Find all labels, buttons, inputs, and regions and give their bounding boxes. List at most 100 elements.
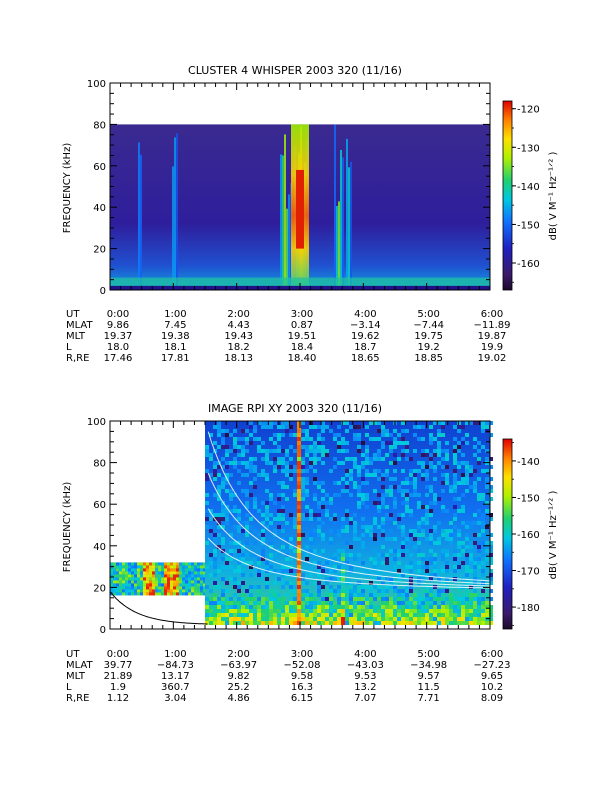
chart2-main-cell <box>329 577 333 581</box>
chart2-main-cell <box>365 481 369 485</box>
chart2-segment-cell <box>182 574 185 578</box>
chart2-main-cell <box>469 469 473 473</box>
chart2-main-cell <box>413 605 417 609</box>
chart2-main-cell <box>225 601 229 605</box>
chart2-main-cell <box>229 541 233 545</box>
chart2-main-cell <box>265 613 269 617</box>
chart2-segment-cell <box>194 565 197 569</box>
chart2-main-cell <box>401 545 405 549</box>
chart2-main-cell <box>361 541 365 545</box>
chart2-main-cell <box>377 457 381 461</box>
chart2-main-cell <box>473 573 477 577</box>
chart2-main-cell <box>341 553 345 557</box>
chart2-segment-cell <box>167 580 170 584</box>
chart2-ephemeris-cell: 7.07 <box>354 693 376 704</box>
chart2-main-cell <box>241 609 245 613</box>
chart2-main-cell <box>469 521 473 525</box>
chart2-main-cell <box>421 601 425 605</box>
chart2-segment-cell <box>116 580 119 584</box>
chart2-ephemeris-cell: −43.03 <box>347 660 384 671</box>
chart2-main-cell <box>429 533 433 537</box>
chart2-main-cell <box>445 569 449 573</box>
chart2-main-cell <box>433 541 437 545</box>
chart2-main-cell <box>369 533 373 537</box>
chart2-main-cell <box>469 597 473 601</box>
chart2-segment-cell <box>200 565 203 569</box>
chart2-main-cell <box>269 437 273 441</box>
chart2-main-cell <box>377 469 381 473</box>
chart2-segment-cell <box>122 571 125 575</box>
chart2-segment-cell <box>110 571 113 575</box>
chart2-main-cell <box>473 569 477 573</box>
chart2-main-cell <box>313 513 317 517</box>
chart2-main-cell <box>321 505 325 509</box>
chart2-main-cell <box>473 421 477 425</box>
chart2-main-cell <box>425 517 429 521</box>
chart2-main-cell <box>465 569 469 573</box>
chart2-main-cell <box>317 553 321 557</box>
chart2-main-cell <box>401 453 405 457</box>
chart2-main-cell <box>289 465 293 469</box>
chart2-segment-cell <box>161 592 164 596</box>
chart2-main-cell <box>473 445 477 449</box>
chart2-segment-cell <box>179 592 182 596</box>
chart2-main-cell <box>237 509 241 513</box>
chart2-segment-cell <box>179 589 182 593</box>
chart2-main-cell <box>397 609 401 613</box>
chart2-main-cell <box>233 601 237 605</box>
chart2-main-cell <box>221 429 225 433</box>
chart2-segment-cell <box>110 580 113 584</box>
chart2-main-cell <box>477 449 481 453</box>
chart2-main-cell <box>361 517 365 521</box>
chart2-main-cell <box>257 573 261 577</box>
chart2-segment-cell <box>131 583 134 587</box>
chart2-main-cell <box>333 577 337 581</box>
chart2-ephemeris-row-label: MLAT <box>66 660 93 671</box>
chart2-segment-cell <box>143 583 146 587</box>
chart2-segment-cell <box>155 565 158 569</box>
chart2-main-cell <box>253 617 257 621</box>
chart2-main-cell <box>465 621 469 625</box>
chart2-main-cell <box>433 493 437 497</box>
chart2-main-cell <box>313 441 317 445</box>
chart2-main-cell <box>305 513 309 517</box>
chart1-ephemeris-cell: 19.43 <box>224 331 253 342</box>
chart2-main-cell <box>453 601 457 605</box>
chart2-main-cell <box>341 529 345 533</box>
chart2-main-cell <box>461 505 465 509</box>
chart2-main-cell <box>385 517 389 521</box>
chart2-main-cell <box>453 549 457 553</box>
chart2-main-cell <box>341 613 345 617</box>
chart2-main-cell <box>421 529 425 533</box>
chart2-main-cell <box>265 525 269 529</box>
chart1-ephemeris-cell: 17.46 <box>104 353 133 364</box>
chart2-main-cell <box>429 529 433 533</box>
chart2-main-cell <box>405 593 409 597</box>
chart2-main-cell <box>477 461 481 465</box>
chart2-main-cell <box>425 513 429 517</box>
chart2-main-cell <box>477 493 481 497</box>
chart2-main-cell <box>393 585 397 589</box>
chart2-main-cell <box>229 553 233 557</box>
chart2-main-cell <box>393 549 397 553</box>
chart2-main-cell <box>425 485 429 489</box>
chart2-main-cell <box>429 609 433 613</box>
chart2-segment-cell <box>119 580 122 584</box>
chart2-main-cell <box>445 617 449 621</box>
chart2-main-cell <box>281 609 285 613</box>
chart2-main-cell <box>273 581 277 585</box>
chart2-main-cell <box>469 421 473 425</box>
chart2-main-cell <box>373 585 377 589</box>
chart2-main-cell <box>361 597 365 601</box>
chart2-main-cell <box>361 613 365 617</box>
chart2-segment-cell <box>185 580 188 584</box>
chart2-main-cell <box>265 477 269 481</box>
chart1-spectrogram-column <box>348 167 350 290</box>
chart2-main-cell <box>425 561 429 565</box>
chart2-main-cell <box>485 469 489 473</box>
chart2-main-cell <box>277 597 281 601</box>
chart2-main-cell <box>301 465 305 469</box>
chart2-segment-cell <box>170 565 173 569</box>
chart2-main-cell <box>465 617 469 621</box>
chart2-main-cell <box>437 433 441 437</box>
